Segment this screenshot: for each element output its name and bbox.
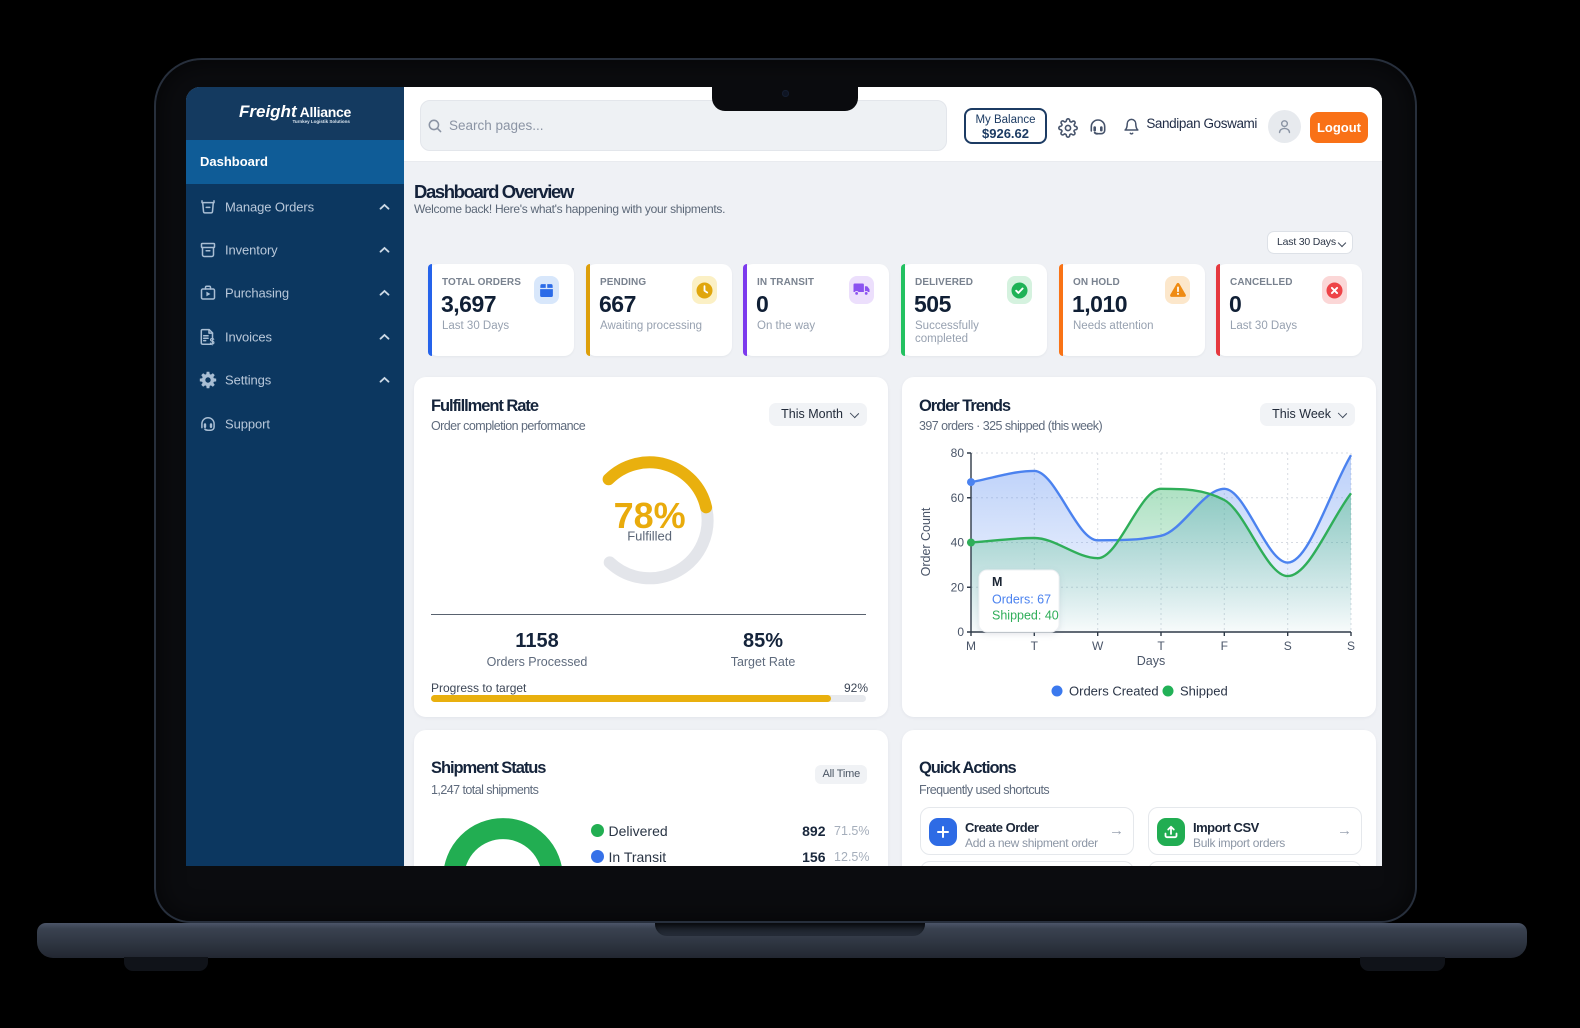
svg-text:Days: Days (1137, 654, 1165, 668)
svg-text:60: 60 (951, 491, 965, 505)
svg-text:20: 20 (951, 580, 965, 594)
svg-text:0: 0 (957, 625, 964, 639)
svg-text:Shipped: Shipped (1180, 684, 1228, 699)
svg-text:F: F (1221, 639, 1228, 653)
svg-text:Orders Created: Orders Created (1069, 684, 1159, 699)
svg-text:Order Count: Order Count (919, 507, 933, 576)
svg-text:T: T (1157, 639, 1165, 653)
svg-text:40: 40 (951, 536, 965, 550)
svg-text:Orders: 67: Orders: 67 (992, 593, 1051, 607)
svg-text:M: M (966, 639, 976, 653)
svg-text:78%: 78% (614, 495, 686, 536)
svg-text:$: $ (210, 336, 215, 346)
svg-text:M: M (992, 575, 1002, 589)
svg-text:80: 80 (951, 446, 965, 460)
svg-text:Fulfilled: Fulfilled (627, 529, 672, 544)
svg-text:S: S (1347, 639, 1355, 653)
svg-text:S: S (1284, 639, 1292, 653)
svg-text:W: W (1092, 639, 1104, 653)
svg-text:T: T (1031, 639, 1039, 653)
svg-text:Shipped: 40: Shipped: 40 (992, 609, 1059, 623)
